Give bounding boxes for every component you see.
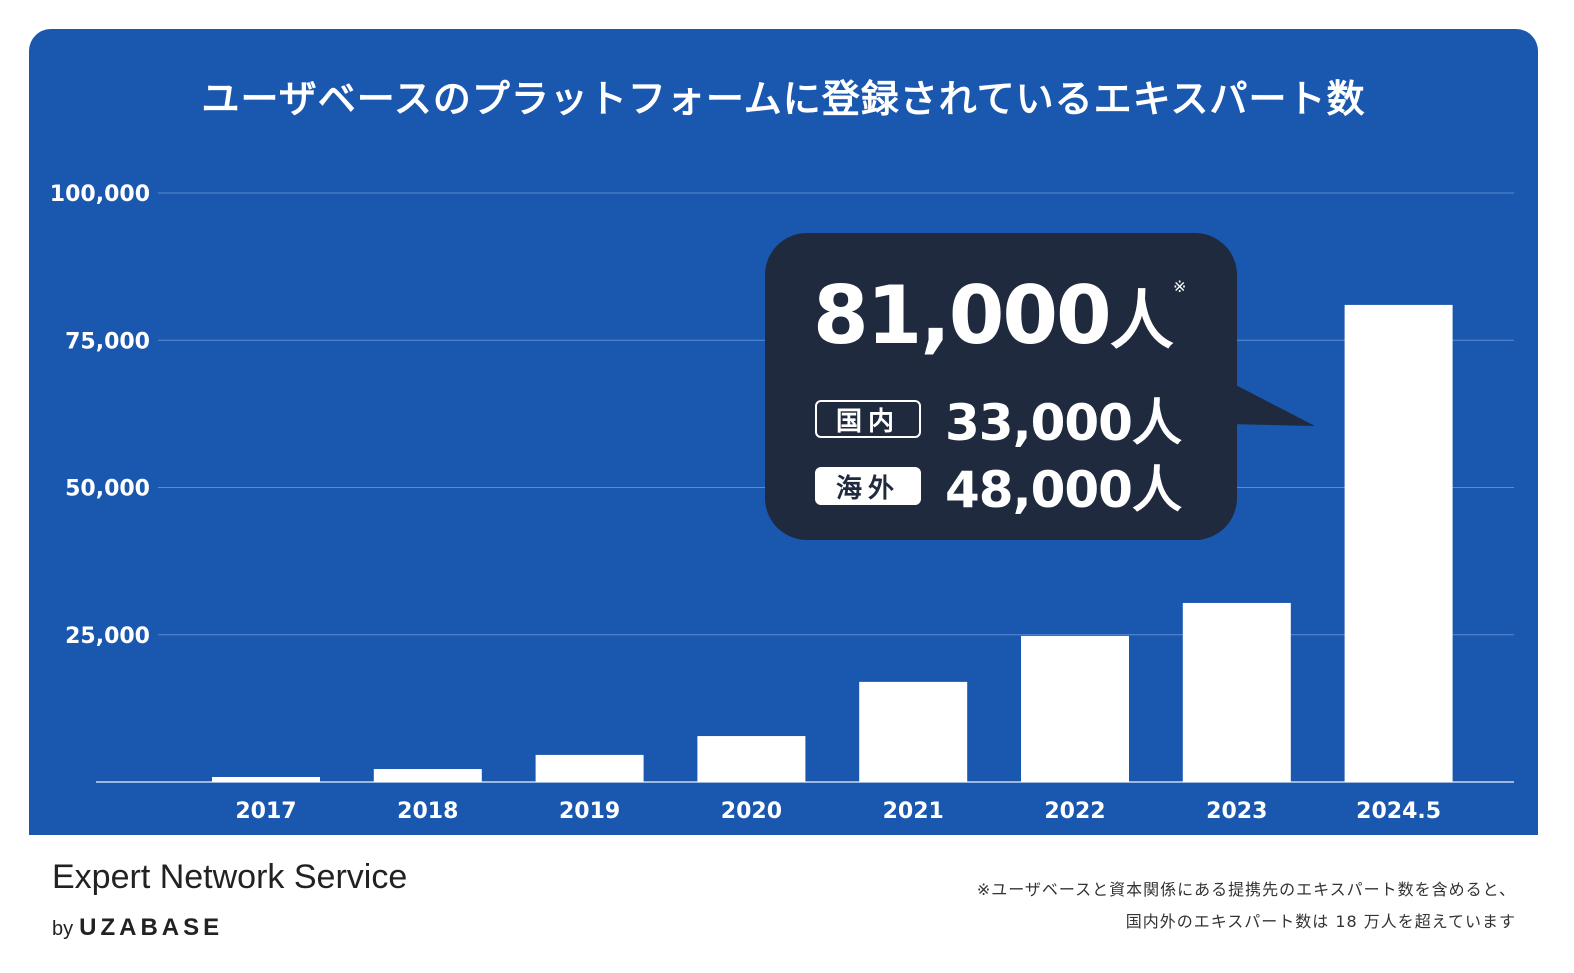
overseas-row: 海外 48,000人 — [815, 450, 1182, 522]
footnote-line-2: 国内外のエキスパート数は 18 万人を超えています — [1125, 912, 1516, 931]
x-tick-label: 2018 — [397, 799, 458, 824]
bar-2019 — [535, 754, 644, 782]
bar-2017 — [212, 776, 320, 782]
x-tick-label: 2023 — [1206, 799, 1267, 824]
x-tick-label: 2022 — [1044, 799, 1105, 824]
total-number: 81,000 — [813, 269, 1112, 362]
chart-title: ユーザベースのプラットフォームに登録されているエキスパート数 — [201, 77, 1366, 121]
x-tick-label: 2024.5 — [1356, 799, 1441, 824]
domestic-value: 33,000人 — [945, 394, 1182, 452]
company-logo: UZABASE — [79, 914, 224, 941]
y-tick-label: 75,000 — [65, 329, 150, 354]
x-tick-label: 2021 — [883, 799, 944, 824]
domestic-badge: 国内 — [815, 400, 921, 438]
y-tick-label: 50,000 — [65, 477, 150, 502]
bar-2023 — [1182, 602, 1291, 782]
overseas-badge: 海外 — [815, 467, 921, 505]
total-value: 81,000人 — [813, 269, 1174, 362]
bar-2021 — [859, 681, 968, 782]
by-text: by — [52, 918, 74, 940]
bar-2022 — [1021, 635, 1129, 782]
brand-name: Expert Network Service — [52, 858, 408, 896]
overseas-value: 48,000人 — [945, 461, 1182, 519]
total-unit: 人 — [1109, 285, 1174, 359]
callout-pointer — [1230, 382, 1315, 426]
x-tick-label: 2019 — [559, 799, 620, 824]
x-tick-label: 2017 — [235, 799, 296, 824]
footnote-line-1: ※ユーザベースと資本関係にある提携先のエキスパート数を含めると、 — [976, 880, 1516, 899]
x-tick-label: 2020 — [721, 799, 782, 824]
bar-2020 — [697, 736, 806, 782]
y-tick-label: 100,000 — [50, 182, 150, 207]
note-mark: ※ — [1173, 277, 1187, 296]
domestic-row: 国内 33,000人 — [815, 383, 1182, 455]
brand-byline: by UZABASE — [52, 914, 223, 942]
y-tick-label: 25,000 — [65, 624, 150, 649]
bar-2018 — [373, 769, 482, 782]
bar-2024.5 — [1344, 304, 1453, 782]
total-callout: 81,000人 ※ 国内 33,000人 海外 48,000人 — [765, 233, 1237, 540]
